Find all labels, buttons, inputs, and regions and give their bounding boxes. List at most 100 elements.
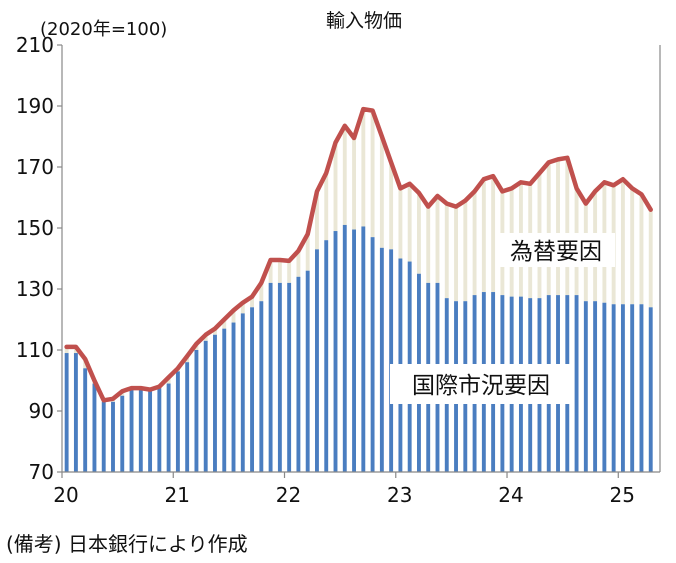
fx-factor-bar [333,142,338,232]
market-factor-bar [64,353,69,472]
market-factor-bar [602,302,607,472]
x-tick-label: 20 [53,483,78,507]
market-factor-bar [648,307,653,472]
fx-factor-bar [287,260,292,283]
market-factor-bar [111,401,115,472]
market-factor-bar [315,249,319,472]
market-factor-bar [630,304,635,472]
fx-factor-bar [361,109,366,227]
market-factor-bar [342,224,347,472]
market-factor-bar [175,371,180,472]
fx-factor-bar [305,234,310,271]
fx-factor-bar [259,282,264,302]
market-factor-bar [194,350,199,472]
y-tick-label: 70 [29,460,54,484]
market-factor-bar [166,383,171,472]
market-factor-bar [138,389,143,472]
market-factor-bar [324,240,329,472]
market-factor-bar [287,282,292,472]
market-factor-bar [305,270,310,472]
fx-factor-bar [481,179,486,293]
y-tick-label: 150 [16,216,54,240]
market-factor-bar [213,334,217,472]
fx-factor-bar [342,125,347,225]
market-factor-bar [250,307,255,472]
fx-factor-bar [556,159,560,296]
market-factor-bar [148,391,153,472]
fx-factor-bar [648,209,653,308]
fx-factor-bar [370,110,375,238]
fx-factor-bar [407,183,412,262]
x-tick-label: 22 [276,483,301,507]
y-tick-label: 170 [16,155,54,179]
market-factor-bar [101,401,106,472]
market-factor-bar [639,304,644,472]
fx-factor-bar [620,179,625,305]
fx-factor-bar [444,203,449,299]
fx-factor-bar [324,173,329,241]
fx-factor-annotation: 為替要因 [497,233,615,267]
fx-factor-bar [315,191,319,250]
market-factor-bar [611,304,616,472]
market-factor-bar [620,304,625,472]
market-factor-bar [73,353,78,472]
y-tick-label: 190 [16,94,54,118]
chart-title: 輸入物価 [326,10,402,32]
market-factor-bar [296,276,301,472]
fx-factor-bar [463,200,468,302]
fx-factor-bar [296,250,301,277]
fx-factor-bar [630,188,635,305]
market-factor-bar [92,383,97,472]
market-factor-bar [379,247,384,472]
plot-frame [61,45,661,473]
market-factor-label: 国際市況要因 [412,373,550,399]
market-factor-bar [389,249,394,472]
y-axis-ticks: 70 90 110 130 150 170 190 210 [16,33,62,484]
fx-factor-bar [639,194,644,305]
market-factor-annotation: 国際市況要因 [390,364,572,404]
fx-factor-bar [491,176,496,293]
market-factor-bar [277,282,282,472]
fx-factor-bar [352,138,356,230]
fx-factor-bar [472,191,477,296]
market-factor-bar [129,389,134,472]
market-factor-bar [333,231,338,472]
fx-factor-bar [277,260,282,283]
market-factor-bar [370,237,375,472]
import-price-chart: 輸入物価 (2020年=100) 7090110130150170190210 … [16,10,661,507]
y-tick-label: 110 [16,338,54,362]
x-tick-label: 23 [387,483,412,507]
market-factor-bar [231,322,236,472]
fx-factor-bar [213,328,217,335]
market-factor-bar [157,388,162,472]
market-factor-bar [222,328,227,472]
fx-factor-bar [268,260,273,283]
fx-factor-bar [565,157,570,296]
market-factor-bar [259,301,264,472]
market-factor-bar [583,301,588,472]
x-tick-label: 21 [165,483,190,507]
market-factor-bar [352,229,356,472]
market-factor-bar [593,301,598,472]
unit-label: (2020年=100) [40,19,167,40]
import-price-line [64,106,653,403]
source-note: (備考) 日本銀行により作成 [6,532,248,556]
fx-factor-bar [250,296,255,308]
market-factor-bar [203,340,208,472]
fx-factor-bar [389,162,394,250]
y-tick-label: 90 [29,399,54,423]
market-factor-bar [83,368,88,472]
fx-factor-bar [416,192,421,274]
fx-factor-bar [379,136,384,248]
x-tick-label: 24 [498,483,523,507]
y-tick-label: 130 [16,277,54,301]
fx-factor-bar [222,319,227,329]
market-factor-bar [185,362,190,472]
x-axis-ticks: 20 21 22 23 24 25 [53,472,635,507]
market-factor-bar [361,226,366,472]
fx-factor-bar [426,206,431,283]
fx-factor-bar [231,310,236,323]
market-factor-bar [574,295,579,472]
fx-factor-bar [435,195,440,283]
y-tick-label: 210 [16,33,54,57]
